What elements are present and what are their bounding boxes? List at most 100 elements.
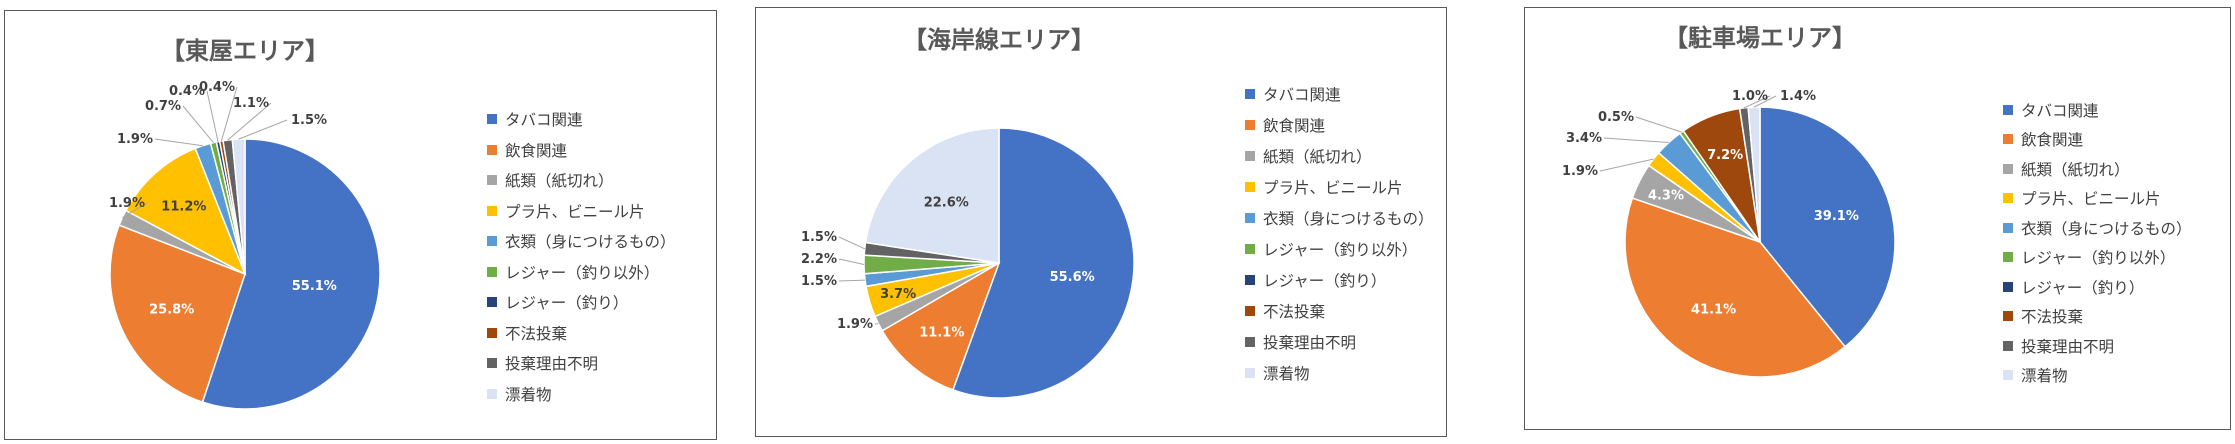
leader-line-6 — [206, 90, 219, 142]
leader-line-5 — [838, 258, 865, 265]
legend-label: 漂着物 — [1263, 364, 1310, 383]
legend-item: レジャー（釣り以外） — [1245, 233, 1434, 264]
data-label-8: 1.0% — [1732, 89, 1768, 104]
legend-swatch — [2003, 370, 2013, 381]
legend-label: タバコ関連 — [505, 111, 583, 130]
leader-line-9 — [1753, 95, 1777, 108]
data-label-2: 4.3% — [1648, 189, 1684, 204]
data-label-8: 1.1% — [233, 96, 269, 111]
legend-item: 衣類（身につけるもの） — [487, 226, 676, 257]
data-label-7: 0.4% — [199, 80, 235, 95]
legend-swatch — [487, 114, 497, 125]
legend-swatch — [2003, 222, 2013, 233]
legend-swatch — [1245, 119, 1255, 130]
data-label-9: 22.6% — [924, 196, 969, 211]
legend-label: 不法投棄 — [1263, 302, 1326, 321]
legend-item: 衣類（身につけるもの） — [1245, 202, 1434, 233]
data-label-6: 0.4% — [169, 84, 205, 99]
data-label-1: 41.1% — [1691, 302, 1736, 317]
legend-label: 不法投棄 — [2021, 308, 2084, 327]
data-label-3: 1.9% — [1562, 164, 1598, 179]
legend-item: 漂着物 — [1245, 357, 1434, 388]
data-label-9: 1.5% — [291, 113, 327, 128]
chart-title: 【駐車場エリア】 — [1664, 24, 1856, 52]
data-label-2: 1.9% — [109, 196, 145, 211]
legend-swatch — [1245, 336, 1255, 347]
legend-item: 紙類（紙切れ） — [2003, 154, 2192, 184]
legend-item: 不法投棄 — [487, 318, 676, 349]
legend-label: 飲食関連 — [505, 141, 568, 160]
legend-swatch — [2003, 281, 2013, 292]
legend-swatch — [2003, 252, 2013, 263]
leader-line-4 — [838, 279, 866, 282]
legend-label: 紙類（紙切れ） — [1263, 147, 1372, 166]
data-label-3: 3.7% — [880, 287, 916, 302]
leader-line-8 — [1743, 95, 1771, 109]
legend-item: タバコ関連 — [1245, 78, 1434, 109]
legend-item: 紙類（紙切れ） — [1245, 140, 1434, 171]
legend-item: 不法投棄 — [2003, 302, 2192, 332]
legend-label: タバコ関連 — [2021, 101, 2099, 120]
legend-label: タバコ関連 — [1263, 85, 1341, 104]
legend-item: 飲食関連 — [487, 135, 676, 166]
legend-item: レジャー（釣り） — [1245, 264, 1434, 295]
legend-item: 漂着物 — [487, 379, 676, 410]
legend-label: 衣類（身につけるもの） — [1263, 209, 1434, 228]
legend-label: 投棄理由不明 — [1263, 333, 1357, 352]
legend-item: レジャー（釣り） — [2003, 272, 2192, 302]
legend-swatch — [487, 297, 497, 308]
legend-label: 漂着物 — [2021, 367, 2068, 386]
legend-label: 投棄理由不明 — [505, 355, 599, 374]
pie-slice-0 — [201, 138, 381, 410]
leader-line-4 — [1603, 137, 1669, 144]
leader-line-4 — [154, 138, 203, 147]
data-label-5: 0.7% — [145, 99, 181, 114]
chart-title: 【海岸線エリア】 — [903, 26, 1095, 54]
legend-swatch — [487, 175, 497, 186]
legend-label: 飲食関連 — [2021, 131, 2084, 150]
pie-slice-0 — [1759, 106, 1896, 348]
leader-line-8 — [838, 236, 865, 250]
legend-swatch — [2003, 163, 2013, 174]
legend-swatch — [1245, 181, 1255, 192]
data-label-4: 1.9% — [117, 132, 153, 147]
legend-item: 不法投棄 — [1245, 295, 1434, 326]
legend-swatch — [2003, 340, 2013, 351]
legend-label: 衣類（身につけるもの） — [2021, 219, 2192, 238]
pie-chart-chushajo: 【駐車場エリア】 39.1% 41.1% 4.3% 1.9% 3.4% 0.5% 7.2% 1.… — [1562, 24, 1896, 378]
legend-label: レジャー（釣り以外） — [505, 263, 660, 282]
legend-item: レジャー（釣り以外） — [2003, 243, 2192, 273]
data-label-1: 25.8% — [149, 302, 194, 317]
legend-label: プラ片、ビニール片 — [1263, 178, 1403, 197]
legend-item: 投棄理由不明 — [1245, 326, 1434, 357]
legend-swatch — [1245, 243, 1255, 254]
pie-slice-9 — [864, 127, 1000, 264]
pie-slice-1 — [109, 224, 246, 404]
legend-item: プラ片、ビニール片 — [487, 196, 676, 227]
legend-swatch — [487, 205, 497, 216]
leader-line-9 — [238, 119, 288, 140]
chart-panel-azumaya: 【東屋エリア】 55.1% 25.8% 1.9% 11.2% 1.9% 0.7% 0.4% 0.… — [4, 10, 717, 440]
leader-line-3 — [1599, 158, 1654, 172]
data-label-5: 2.2% — [801, 252, 837, 267]
pie-slice-1 — [881, 261, 1001, 391]
legend-item: 紙類（紙切れ） — [487, 165, 676, 196]
legend-swatch — [2003, 134, 2013, 145]
legend-label: 投棄理由不明 — [2021, 337, 2115, 356]
data-label-1: 11.1% — [919, 325, 964, 340]
legend-item: プラ片、ビニール片 — [2003, 184, 2192, 214]
legend-swatch — [487, 358, 497, 369]
legend-swatch — [487, 266, 497, 277]
leader-line-5 — [182, 105, 214, 144]
legend-swatch — [1245, 212, 1255, 223]
legend-swatch — [2003, 193, 2013, 204]
data-label-4: 3.4% — [1566, 131, 1602, 146]
legend-label: 衣類（身につけるもの） — [505, 233, 676, 252]
legend-swatch — [487, 236, 497, 247]
data-label-4: 1.5% — [801, 274, 837, 289]
chart-title: 【東屋エリア】 — [161, 37, 329, 65]
data-label-2: 1.9% — [837, 317, 873, 332]
legend-item: 投棄理由不明 — [487, 348, 676, 379]
legend-label: 漂着物 — [505, 385, 552, 404]
data-label-5: 0.5% — [1598, 110, 1634, 125]
